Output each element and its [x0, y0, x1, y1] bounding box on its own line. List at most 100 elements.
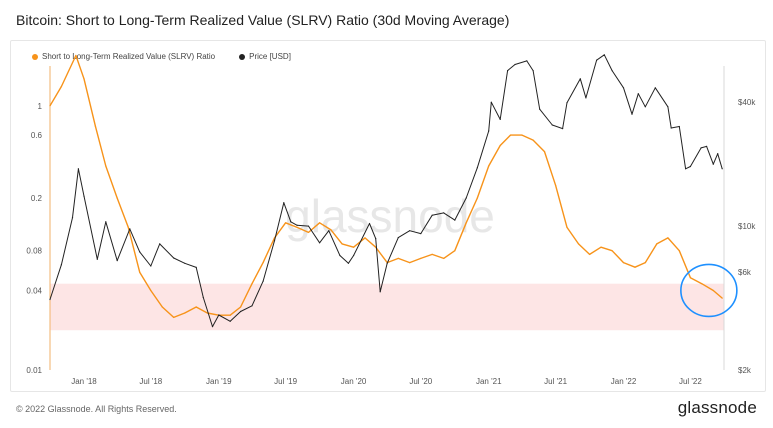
y-left-tick-label: 0.08 [26, 247, 42, 256]
slrv-point [611, 250, 613, 252]
chart-title: Bitcoin: Short to Long-Term Realized Val… [16, 12, 510, 28]
price-point [689, 165, 692, 168]
slrv-point [689, 277, 692, 279]
legend-item-price[interactable]: Price [USD] [239, 52, 291, 61]
y-right-tick-label: $40k [738, 98, 756, 107]
legend-label-slrv: Short to Long-Term Realized Value (SLRV)… [42, 52, 216, 61]
chart-panel [10, 40, 766, 392]
price-point [347, 262, 349, 264]
legend-item-slrv[interactable]: Short to Long-Term Realized Value (SLRV)… [32, 52, 219, 61]
price-point [339, 254, 341, 257]
price-point [431, 214, 433, 216]
slrv-point [656, 243, 658, 245]
x-tick-label: Jul '19 [274, 377, 297, 386]
watermark-text: glassnode [285, 190, 495, 242]
y-right-tick-label: $10k [738, 222, 756, 231]
y-left-tick-label: 1 [38, 102, 43, 111]
slrv-point [296, 226, 298, 228]
price-point [328, 230, 330, 232]
slrv-point [240, 306, 242, 308]
slrv-point [49, 105, 51, 107]
slrv-point [577, 243, 580, 245]
slrv-point [127, 226, 129, 228]
price-point [721, 168, 723, 170]
price-point [240, 310, 242, 313]
price-point [283, 202, 285, 204]
price-point [397, 237, 399, 239]
slrv-point [712, 289, 714, 292]
slrv-point [105, 165, 107, 167]
price-point [218, 314, 220, 316]
legend-swatch-price [239, 53, 246, 60]
price-point [262, 280, 264, 282]
slrv-point [543, 151, 546, 153]
slrv-point [330, 229, 332, 231]
price-point [307, 225, 310, 227]
price-point [139, 251, 141, 253]
x-tick-label: Jan '19 [206, 377, 232, 386]
slrv-point [634, 266, 636, 268]
slrv-point [678, 250, 680, 252]
price-point [443, 212, 445, 214]
x-tick-label: Jul '18 [139, 377, 162, 386]
price-point [685, 168, 687, 170]
slrv-point [307, 231, 310, 233]
slrv-point [83, 78, 85, 80]
price-point [717, 153, 719, 155]
slrv-point [476, 197, 478, 199]
slrv-point [139, 271, 141, 273]
highlight-circle [680, 263, 738, 318]
price-point [150, 265, 152, 267]
price-point [173, 257, 175, 259]
slrv-point [509, 134, 512, 136]
price-point [77, 168, 79, 170]
price-point [49, 298, 51, 301]
slrv-point [150, 289, 152, 292]
slrv-point [341, 243, 343, 245]
slrv-point [75, 54, 77, 57]
slrv-point [499, 144, 501, 147]
price-point [566, 102, 568, 104]
price-point [211, 326, 214, 328]
price-point [229, 320, 231, 322]
glassnode-logo: glassnode [677, 398, 757, 417]
price-point [420, 233, 422, 235]
slrv-point [60, 85, 63, 88]
slrv-point [667, 237, 669, 239]
price-point [712, 163, 714, 165]
slrv-point [397, 257, 399, 259]
slrv-point [644, 262, 646, 264]
slrv-point [721, 297, 723, 299]
price-point [585, 97, 587, 99]
slrv-point [420, 257, 422, 259]
price-point [96, 258, 98, 260]
price-point [465, 197, 467, 199]
price-point [631, 113, 633, 115]
price-point [60, 264, 63, 266]
price-point [71, 217, 74, 219]
price-point [375, 238, 377, 240]
slrv-point [566, 226, 568, 228]
slrv-point [229, 314, 231, 316]
slrv-point [488, 165, 490, 167]
copyright-footer: © 2022 Glassnode. All Rights Reserved. [16, 404, 177, 414]
price-point [526, 60, 528, 62]
slrv-point [622, 262, 625, 264]
price-point [678, 125, 680, 128]
x-tick-label: Jul '21 [544, 377, 567, 386]
price-point [290, 221, 292, 223]
price-point [319, 242, 321, 244]
y-left-tick-label: 0.6 [31, 131, 43, 140]
price-point [105, 221, 107, 223]
price-point [596, 59, 598, 61]
slrv-point [251, 283, 253, 285]
slrv-point [465, 222, 467, 224]
price-point [454, 219, 456, 221]
price-point [368, 222, 371, 225]
price-point [507, 70, 509, 72]
chart-legend: Short to Long-Term Realized Value (SLRV)… [32, 52, 291, 61]
slrv-point [262, 262, 264, 264]
price-point [644, 106, 646, 108]
y-right-tick-label: $2k [738, 366, 752, 375]
price-point [603, 54, 605, 56]
